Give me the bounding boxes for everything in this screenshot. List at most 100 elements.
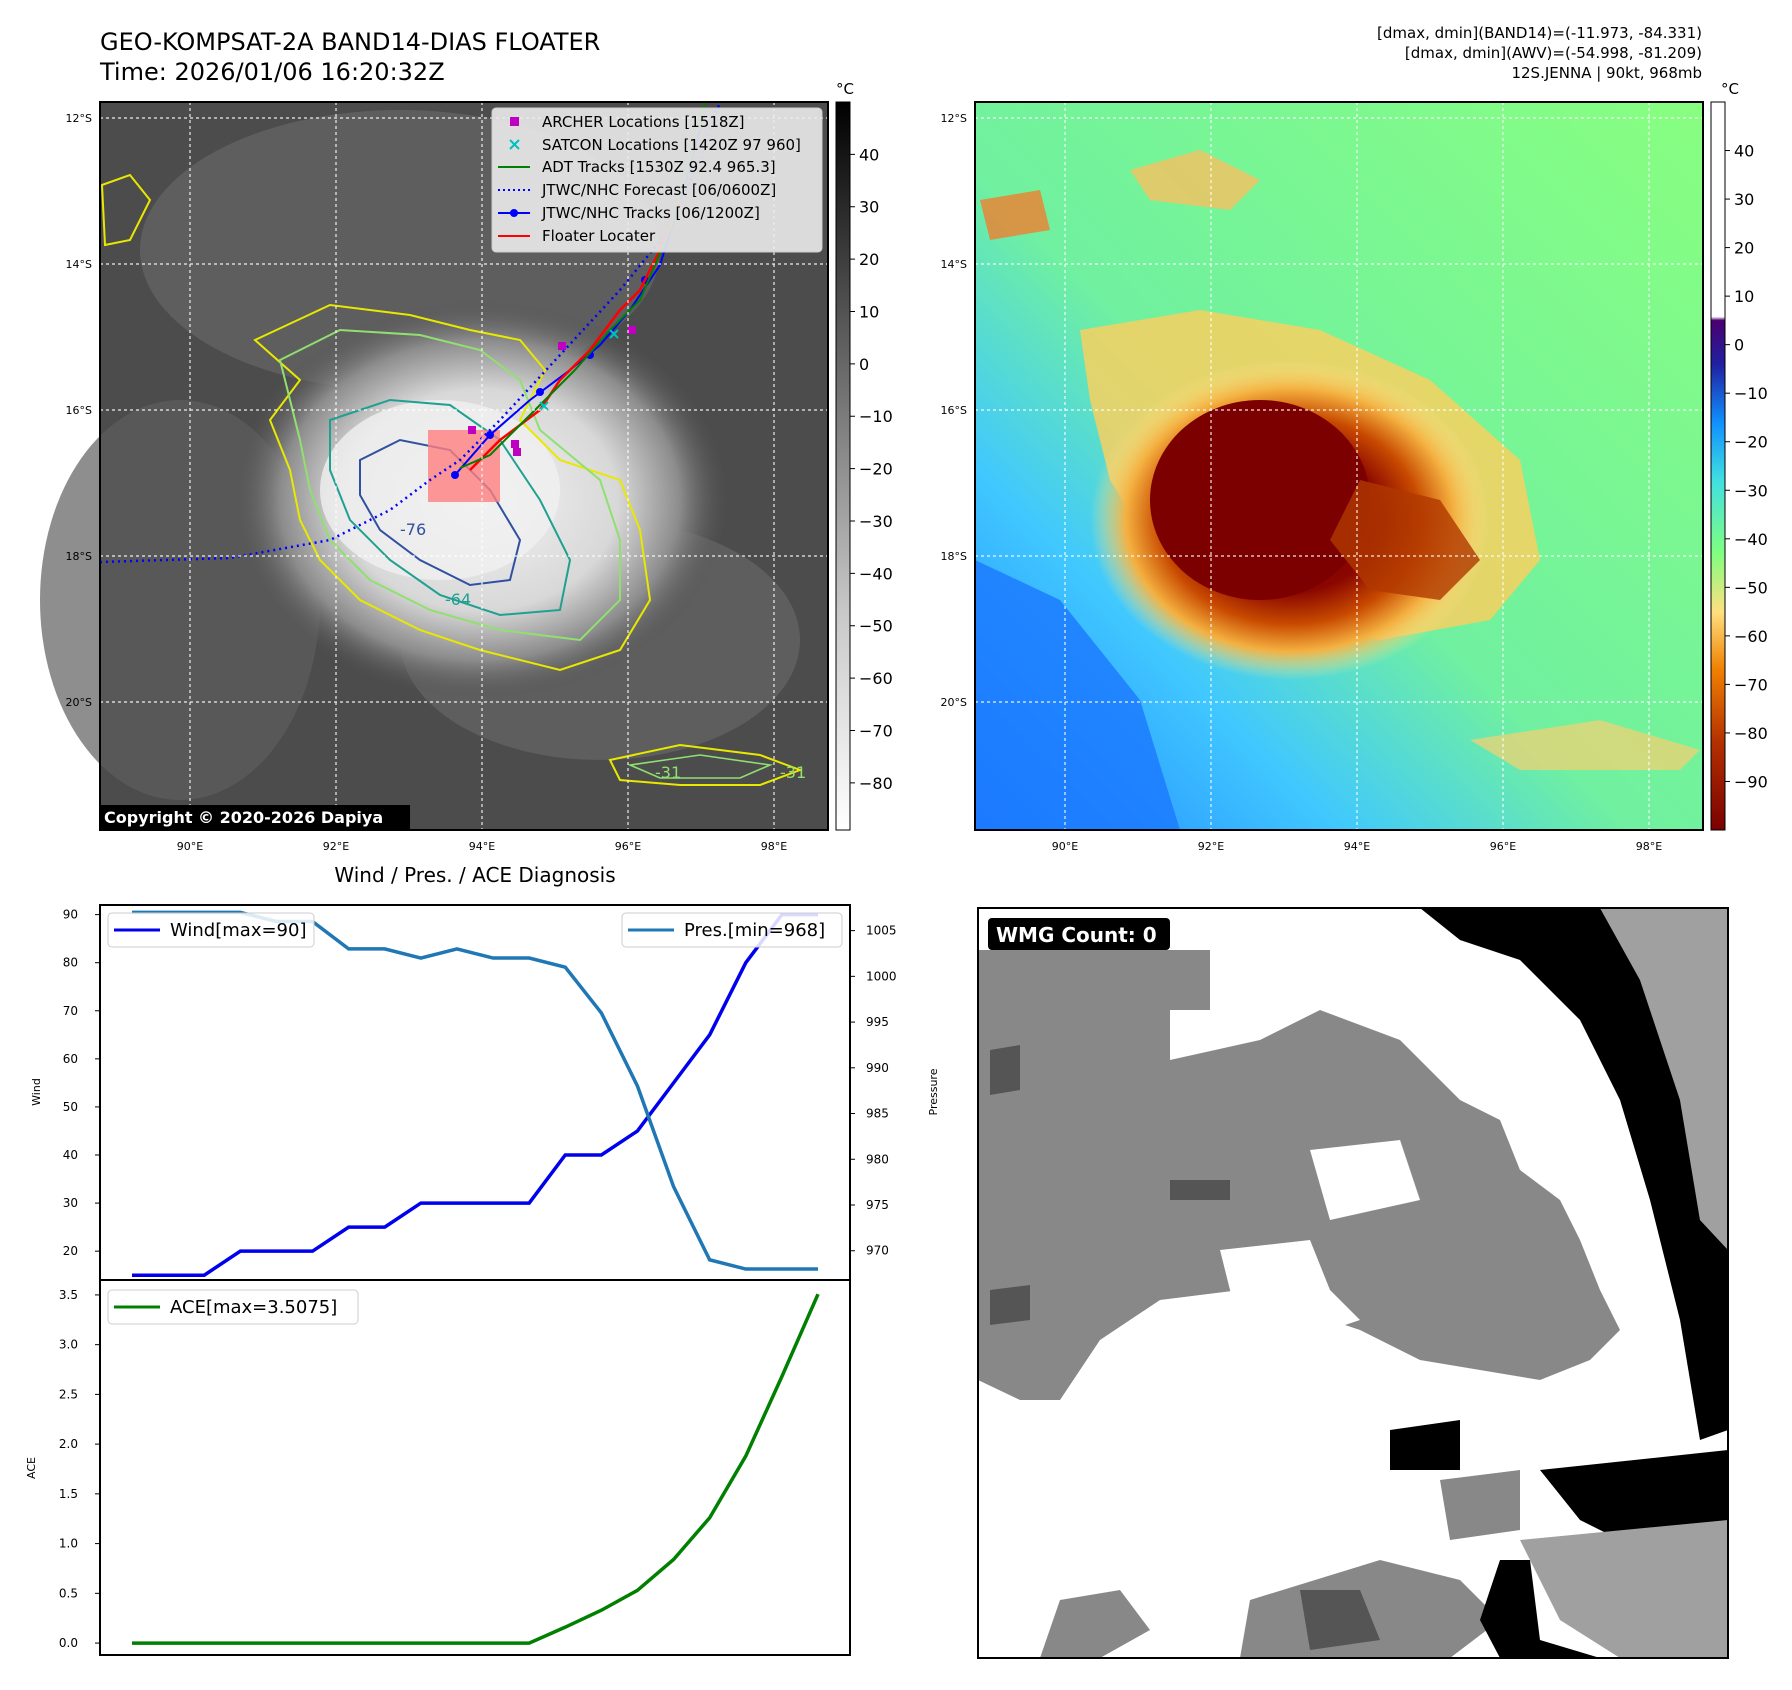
legend-ace: ACE[max=3.5075] <box>170 1297 337 1318</box>
colorbar-tick: −60 <box>859 669 893 688</box>
wv-colorbar: °C 40 30 20 10 0 −10 −20 −30 −40 −50 −60 −70 −80 −90 <box>1710 80 1768 831</box>
lon-tick: 94°E <box>1344 840 1370 853</box>
colorbar-tick: −20 <box>1734 433 1768 452</box>
pressure-tick: 975 <box>866 1198 889 1212</box>
legend-archer: ARCHER Locations [1518Z] <box>542 113 745 131</box>
lat-tick: 16°S <box>941 404 967 417</box>
ace-tick: 0.5 <box>59 1586 78 1600</box>
ace-tick: 0.0 <box>59 1636 78 1650</box>
colorbar-tick: −70 <box>1734 675 1768 694</box>
ace-chart: 0.0 0.5 1.0 1.5 2.0 2.5 3.0 3.5 ACE ACE[max=3.5… <box>25 1279 851 1656</box>
legend-adt: ADT Tracks [1530Z 92.4 965.3] <box>542 158 776 176</box>
ace-tick: 3.5 <box>59 1288 78 1302</box>
colorbar-tick: −30 <box>1734 481 1768 500</box>
wv-lat-ticks: 12°S 14°S 16°S 18°S 20°S <box>941 112 967 709</box>
lat-tick: 12°S <box>66 112 92 125</box>
lat-tick: 12°S <box>941 112 967 125</box>
ir-lon-ticks: 90°E 92°E 94°E 96°E 98°E <box>177 840 787 853</box>
wmg-count: WMG Count: 0 <box>996 923 1157 947</box>
wind-series-line <box>132 912 818 1277</box>
colorbar-tick: 30 <box>859 198 879 217</box>
pressure-tick: 985 <box>866 1107 889 1121</box>
ir-grid <box>100 102 828 830</box>
ir-colorbar-unit: °C <box>836 80 854 98</box>
pressure-tick: 970 <box>866 1244 889 1258</box>
colorbar-tick: −50 <box>859 617 893 636</box>
pressure-axis-label: Pressure <box>927 1068 940 1115</box>
colorbar-tick: 40 <box>1734 142 1754 161</box>
wind-axis-label: Wind <box>30 1078 43 1106</box>
lon-tick: 92°E <box>1198 840 1224 853</box>
pressure-tick: 995 <box>866 1015 889 1029</box>
wmg-count-box <box>988 918 1170 950</box>
colorbar-tick: −20 <box>859 460 893 479</box>
colorbar-tick: −40 <box>1734 530 1768 549</box>
colorbar-tick: 10 <box>1734 287 1754 306</box>
colorbar-tick: −60 <box>1734 627 1768 646</box>
colorbar-tick: 20 <box>1734 239 1754 258</box>
wind-legend: Wind[max=90] <box>107 912 315 948</box>
contour-label: -31 <box>655 763 681 782</box>
wind-tick: 60 <box>63 1052 78 1066</box>
colorbar-tick: −10 <box>1734 384 1768 403</box>
wind-tick: 30 <box>63 1196 78 1210</box>
colorbar-tick: −10 <box>859 407 893 426</box>
lon-tick: 90°E <box>177 840 203 853</box>
lon-tick: 96°E <box>615 840 641 853</box>
wv-map-panel: 12°S 14°S 16°S 18°S 20°S 90°E 92°E 94°E … <box>941 101 1704 853</box>
wv-colorbar-unit: °C <box>1721 80 1739 98</box>
colorbar-tick: 30 <box>1734 190 1754 209</box>
legend-wind: Wind[max=90] <box>170 920 307 941</box>
ir-colorbar: °C 40 30 20 10 0 −10 −20 −30 −40 −50 −60 −70 −80 <box>835 80 893 831</box>
lat-tick: 20°S <box>66 696 92 709</box>
ace-tick: 3.0 <box>59 1338 78 1352</box>
lat-tick: 16°S <box>66 404 92 417</box>
colorbar-tick: 20 <box>859 250 879 269</box>
lon-tick: 98°E <box>761 840 787 853</box>
pressure-tick: 980 <box>866 1152 889 1166</box>
lat-tick: 20°S <box>941 696 967 709</box>
wind-tick: 20 <box>63 1244 78 1258</box>
lat-tick: 18°S <box>66 550 92 563</box>
ace-tick: 2.0 <box>59 1437 78 1451</box>
pressure-tick: 1000 <box>866 969 897 983</box>
lon-tick: 96°E <box>1490 840 1516 853</box>
figure-time: Time: 2026/01/06 16:20:32Z <box>99 58 445 86</box>
diagnosis-title: Wind / Pres. / ACE Diagnosis <box>334 863 615 887</box>
wv-grid <box>975 102 1703 830</box>
colorbar-tick: −70 <box>859 721 893 740</box>
lat-tick: 14°S <box>66 258 92 271</box>
legend-floater: Floater Locater <box>542 227 656 245</box>
wind-tick: 40 <box>63 1148 78 1162</box>
wind-tick: 50 <box>63 1100 78 1114</box>
pres-legend: Pres.[min=968] <box>621 912 843 948</box>
colorbar-tick: −30 <box>859 512 893 531</box>
wind-tick: 70 <box>63 1004 78 1018</box>
colorbar-tick: 0 <box>1734 336 1744 355</box>
lat-tick: 18°S <box>941 550 967 563</box>
contour-label: -64 <box>445 590 471 609</box>
colorbar-tick: −50 <box>1734 578 1768 597</box>
legend-pres: Pres.[min=968] <box>684 920 825 941</box>
ace-tick: 1.5 <box>59 1487 78 1501</box>
contour-label: -76 <box>400 520 426 539</box>
legend-forecast: JTWC/NHC Forecast [06/0600Z] <box>541 181 776 199</box>
wind-tick: 80 <box>63 956 78 970</box>
info-awv: [dmax, dmin](AWV)=(-54.998, -81.209) <box>1405 44 1702 62</box>
legend-jtwc-tracks: JTWC/NHC Tracks [06/1200Z] <box>541 204 760 222</box>
lon-tick: 92°E <box>323 840 349 853</box>
colorbar-tick: 10 <box>859 302 879 321</box>
colorbar-tick: 40 <box>859 145 879 164</box>
colorbar-tick: −80 <box>859 774 893 793</box>
ace-tick: 2.5 <box>59 1387 78 1401</box>
wmg-panel: WMG Count: 0 <box>977 907 1729 1659</box>
ace-series-line <box>132 1293 820 1645</box>
lat-tick: 14°S <box>941 258 967 271</box>
pressure-tick: 1005 <box>866 924 897 938</box>
copyright-box <box>100 805 410 830</box>
wind-tick: 90 <box>63 908 78 922</box>
ir-legend: ARCHER Locations [1518Z] SATCON Location… <box>491 107 823 253</box>
info-band14: [dmax, dmin](BAND14)=(-11.973, -84.331) <box>1377 24 1702 42</box>
lon-tick: 98°E <box>1636 840 1662 853</box>
